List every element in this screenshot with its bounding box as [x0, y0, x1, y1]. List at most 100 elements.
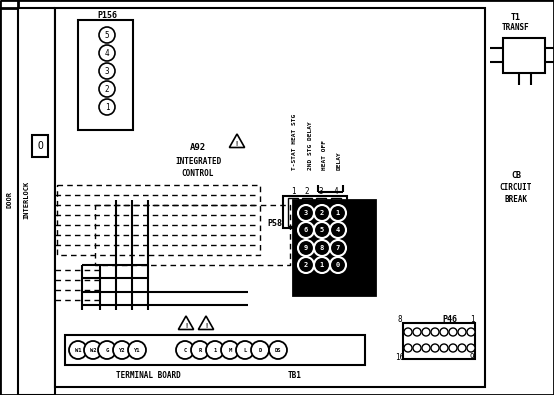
Text: !: !	[235, 141, 239, 147]
Text: P46: P46	[443, 316, 458, 325]
Bar	[331, 198, 341, 226]
Text: CONTROL: CONTROL	[182, 169, 214, 177]
Text: 2ND STG DELAY: 2ND STG DELAY	[309, 121, 314, 170]
Circle shape	[113, 341, 131, 359]
Bar	[302, 198, 312, 226]
Circle shape	[458, 344, 466, 352]
Text: 1: 1	[336, 210, 340, 216]
Text: 1: 1	[470, 316, 474, 325]
Text: T-STAT HEAT STG: T-STAT HEAT STG	[293, 114, 297, 170]
Circle shape	[69, 341, 87, 359]
Circle shape	[431, 328, 439, 336]
Text: DS: DS	[275, 348, 281, 352]
Text: 8: 8	[320, 245, 324, 251]
Text: C: C	[183, 348, 187, 352]
Text: !: !	[184, 323, 188, 329]
Text: 2: 2	[320, 210, 324, 216]
Text: 3: 3	[319, 188, 324, 196]
Circle shape	[298, 240, 314, 256]
Text: A92: A92	[190, 143, 206, 152]
Circle shape	[467, 328, 475, 336]
Text: 16: 16	[396, 352, 404, 361]
Text: 6: 6	[304, 227, 308, 233]
Bar	[65, 335, 365, 365]
Text: P58: P58	[268, 220, 283, 228]
Circle shape	[314, 222, 330, 238]
Bar	[78, 20, 133, 130]
Text: 1: 1	[105, 102, 109, 111]
Text: 2: 2	[304, 262, 308, 268]
Circle shape	[330, 222, 346, 238]
Circle shape	[298, 222, 314, 238]
Text: W2: W2	[90, 348, 96, 352]
Text: DELAY: DELAY	[336, 151, 341, 170]
Circle shape	[404, 344, 412, 352]
Circle shape	[176, 341, 194, 359]
Bar	[288, 198, 298, 226]
Circle shape	[467, 344, 475, 352]
Circle shape	[413, 344, 421, 352]
Circle shape	[449, 328, 457, 336]
Circle shape	[298, 257, 314, 273]
Circle shape	[236, 341, 254, 359]
Circle shape	[413, 328, 421, 336]
Circle shape	[99, 81, 115, 97]
Text: INTEGRATED: INTEGRATED	[175, 156, 221, 166]
Circle shape	[422, 344, 430, 352]
Text: O: O	[37, 141, 43, 151]
Text: 4: 4	[334, 188, 338, 196]
Text: 4: 4	[105, 49, 109, 58]
Circle shape	[431, 344, 439, 352]
Circle shape	[221, 341, 239, 359]
Circle shape	[440, 344, 448, 352]
Circle shape	[128, 341, 146, 359]
Text: CB: CB	[511, 171, 521, 179]
Circle shape	[99, 63, 115, 79]
Text: 9: 9	[470, 352, 474, 361]
Polygon shape	[198, 316, 214, 329]
Text: INTERLOCK: INTERLOCK	[23, 181, 29, 219]
Text: 5: 5	[105, 30, 109, 40]
Text: 1: 1	[291, 188, 295, 196]
Circle shape	[449, 344, 457, 352]
Text: D: D	[258, 348, 261, 352]
Circle shape	[458, 328, 466, 336]
Text: TB1: TB1	[288, 371, 302, 380]
Text: W1: W1	[75, 348, 81, 352]
Circle shape	[314, 240, 330, 256]
Text: 5: 5	[320, 227, 324, 233]
Polygon shape	[229, 134, 245, 147]
Bar	[32, 135, 48, 157]
Circle shape	[330, 205, 346, 221]
Circle shape	[84, 341, 102, 359]
Bar	[55, 8, 485, 387]
Circle shape	[206, 341, 224, 359]
Text: R: R	[198, 348, 202, 352]
Text: 3: 3	[105, 66, 109, 75]
Bar	[283, 196, 347, 228]
Text: 8: 8	[398, 316, 402, 325]
Text: TRANSF: TRANSF	[502, 23, 530, 32]
Circle shape	[191, 341, 209, 359]
Bar	[503, 38, 545, 73]
Circle shape	[99, 27, 115, 43]
Bar	[293, 200, 375, 295]
Text: HEAT OFF: HEAT OFF	[322, 140, 327, 170]
Text: Y1: Y1	[134, 348, 140, 352]
Bar	[403, 323, 475, 359]
Circle shape	[98, 341, 116, 359]
Text: Y2: Y2	[119, 348, 125, 352]
Text: !: !	[204, 323, 208, 329]
Text: 3: 3	[304, 210, 308, 216]
Circle shape	[404, 328, 412, 336]
Text: T1: T1	[511, 13, 521, 23]
Circle shape	[99, 99, 115, 115]
Text: 7: 7	[336, 245, 340, 251]
Polygon shape	[178, 316, 194, 329]
Text: G: G	[105, 348, 109, 352]
Text: 4: 4	[336, 227, 340, 233]
Circle shape	[314, 257, 330, 273]
Bar	[316, 198, 326, 226]
Circle shape	[330, 240, 346, 256]
Circle shape	[314, 205, 330, 221]
